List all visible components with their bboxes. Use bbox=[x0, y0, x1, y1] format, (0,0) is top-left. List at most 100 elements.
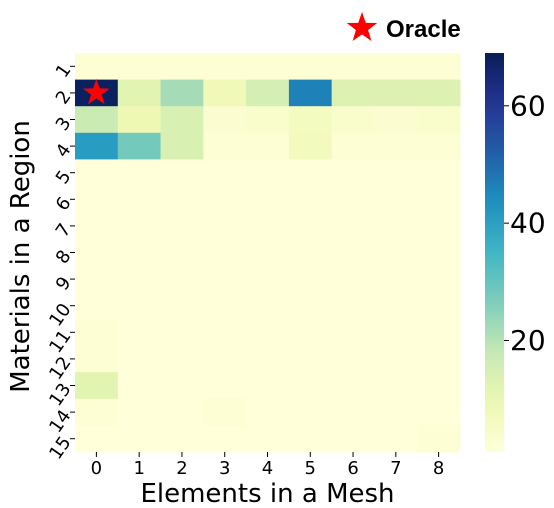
heatmap-cell bbox=[75, 292, 119, 320]
heatmap-cell bbox=[160, 106, 204, 134]
heatmap-cell bbox=[246, 159, 290, 187]
heatmap-cell bbox=[374, 372, 418, 400]
heatmap-cell bbox=[203, 106, 247, 134]
x-tick-label: 7 bbox=[390, 458, 401, 479]
heatmap-cell bbox=[203, 239, 247, 267]
heatmap-cell bbox=[117, 425, 162, 453]
heatmap-cell bbox=[117, 186, 162, 214]
heatmap-cell bbox=[75, 132, 119, 160]
heatmap-cell bbox=[75, 239, 119, 267]
heatmap-cell bbox=[331, 106, 375, 134]
heatmap-cell bbox=[246, 79, 290, 107]
heatmap-cell bbox=[203, 159, 247, 187]
heatmap-cell bbox=[246, 345, 290, 373]
heatmap-cell bbox=[203, 398, 247, 426]
heatmap-cell bbox=[160, 265, 204, 293]
heatmap-cell bbox=[246, 186, 290, 214]
heatmap-cell bbox=[246, 239, 290, 267]
oracle-marker-layer bbox=[83, 78, 110, 105]
heatmap-cell bbox=[288, 132, 333, 160]
heatmap-cell bbox=[246, 319, 290, 347]
heatmap-cell bbox=[75, 345, 119, 373]
y-tick-label: 1 bbox=[52, 60, 76, 81]
heatmap-cell bbox=[374, 106, 418, 134]
y-axis-title: Materials in a Region bbox=[6, 120, 36, 393]
heatmap-cell bbox=[288, 265, 333, 293]
heatmap-cell bbox=[75, 372, 119, 400]
heatmap-cell bbox=[75, 319, 119, 347]
colorbar-tick-label: 60 bbox=[510, 89, 546, 122]
heatmap-cell bbox=[160, 345, 204, 373]
heatmap-cell bbox=[117, 106, 162, 134]
heatmap-cell bbox=[417, 372, 461, 400]
heatmap-cell bbox=[160, 239, 204, 267]
heatmap-cell bbox=[374, 319, 418, 347]
heatmap-cell bbox=[117, 79, 162, 107]
heatmap-cell bbox=[203, 132, 247, 160]
heatmap-cell bbox=[288, 292, 333, 320]
heatmap-cell bbox=[374, 239, 418, 267]
heatmap-cell bbox=[203, 425, 247, 453]
x-axis-title: Elements in a Mesh bbox=[140, 479, 394, 508]
heatmap-cell bbox=[246, 53, 290, 81]
heatmap-cell bbox=[331, 265, 375, 293]
heatmap-cell bbox=[374, 79, 418, 107]
heatmap-cell bbox=[288, 319, 333, 347]
heatmap-cell bbox=[160, 212, 204, 240]
heatmap-cell bbox=[288, 345, 333, 373]
heatmap-cell bbox=[288, 398, 333, 426]
heatmap-cell bbox=[331, 398, 375, 426]
heatmap-cell bbox=[160, 319, 204, 347]
heatmap-cell bbox=[331, 132, 375, 160]
heatmap-cell bbox=[374, 159, 418, 187]
heatmap-cell bbox=[374, 132, 418, 160]
heatmap-cell bbox=[117, 372, 162, 400]
x-tick-label: 1 bbox=[133, 458, 144, 479]
heatmap-cell bbox=[331, 319, 375, 347]
y-tick-label: 12 bbox=[45, 353, 75, 384]
y-tick-label: 7 bbox=[52, 220, 76, 241]
heatmap-cell bbox=[288, 79, 333, 107]
heatmap-cell bbox=[75, 159, 119, 187]
y-tick-label: 11 bbox=[45, 326, 75, 357]
heatmap-cell bbox=[75, 212, 119, 240]
heatmap-cell bbox=[160, 398, 204, 426]
heatmap-cell bbox=[374, 265, 418, 293]
heatmap-cell bbox=[417, 319, 461, 347]
x-tick-label: 4 bbox=[262, 458, 273, 479]
heatmap-cell bbox=[203, 292, 247, 320]
x-tick-label: 2 bbox=[176, 458, 187, 479]
heatmap-cell bbox=[203, 53, 247, 81]
heatmap-cell bbox=[417, 132, 461, 160]
heatmap-cell bbox=[75, 186, 119, 214]
heatmap-cell bbox=[75, 398, 119, 426]
colorbar bbox=[485, 53, 504, 452]
heatmap-cell bbox=[75, 53, 119, 81]
legend-star-icon bbox=[346, 12, 378, 41]
heatmap-cell bbox=[117, 53, 162, 81]
heatmap-cell bbox=[331, 212, 375, 240]
x-tick-label: 6 bbox=[347, 458, 358, 479]
heatmap-cell bbox=[203, 372, 247, 400]
heatmap-cell bbox=[331, 159, 375, 187]
heatmap-cell bbox=[374, 345, 418, 373]
heatmap-cell bbox=[417, 425, 461, 453]
heatmap-cell bbox=[203, 212, 247, 240]
heatmap-cell bbox=[288, 425, 333, 453]
oracle-star-marker bbox=[83, 78, 110, 105]
legend: Oracle bbox=[346, 12, 461, 43]
colorbar-tick-label: 20 bbox=[510, 324, 546, 357]
heatmap-cell bbox=[117, 239, 162, 267]
heatmap-cell bbox=[117, 212, 162, 240]
heatmap-cell bbox=[417, 159, 461, 187]
y-tick-label: 8 bbox=[52, 246, 76, 267]
heatmap-cell bbox=[288, 372, 333, 400]
y-tick-label: 6 bbox=[52, 193, 76, 214]
heatmap-cell bbox=[417, 186, 461, 214]
heatmap-cell bbox=[160, 372, 204, 400]
heatmap-cell bbox=[246, 106, 290, 134]
heatmap-cell bbox=[75, 265, 119, 293]
heatmap-cell bbox=[117, 265, 162, 293]
